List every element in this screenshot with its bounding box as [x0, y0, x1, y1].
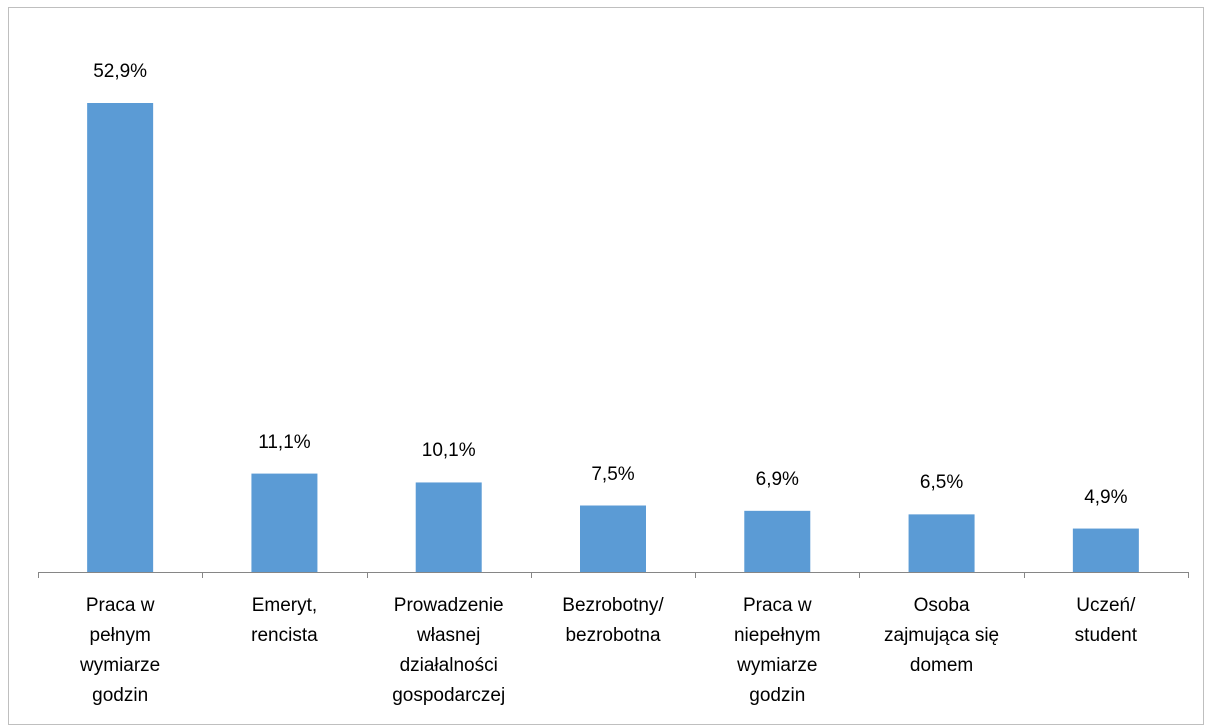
data-label: 6,9% [755, 468, 799, 490]
x-tick-label: Praca w niepełnym wymiarze godzin [733, 595, 821, 706]
bar [415, 482, 482, 572]
bar [744, 510, 811, 572]
x-tick-label: Prowadzenie własnej działalności gospoda… [392, 595, 506, 706]
bar [1072, 528, 1139, 572]
data-label: 10,1% [421, 440, 476, 462]
x-tick-label: Emeryt, rencista [251, 595, 318, 646]
x-tick-label: Praca w pełnym wymiarze godzin [80, 595, 161, 706]
data-label: 6,5% [919, 472, 964, 494]
data-label: 52,9% [93, 61, 148, 82]
chart-frame [8, 7, 1204, 725]
x-tick-label: Osoba zajmująca się domem [884, 595, 1000, 676]
x-tick-label: Uczeń/ student [1074, 595, 1137, 646]
data-label: 4,9% [1084, 486, 1128, 508]
bar [580, 505, 646, 572]
bar [87, 103, 154, 572]
x-tick-label: Bezrobotny/ bezrobotna [562, 595, 664, 646]
data-label: 11,1% [258, 431, 311, 453]
data-label: 7,5% [591, 463, 635, 485]
bar [908, 514, 975, 572]
bar [251, 473, 318, 572]
